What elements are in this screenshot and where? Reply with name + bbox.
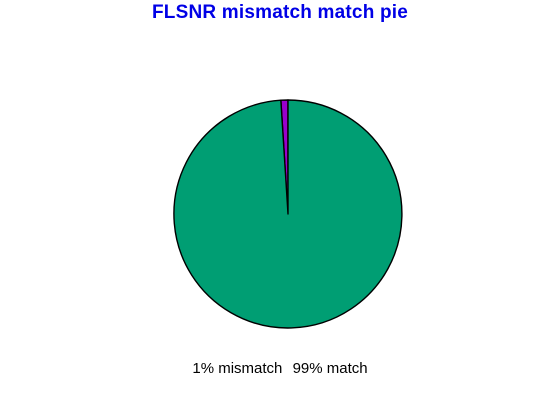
pie-slice-match xyxy=(173,99,403,329)
slice-label-mismatch: 1% mismatch xyxy=(192,360,283,377)
slice-label-match: 99% match xyxy=(292,360,368,377)
pie-slices xyxy=(173,99,403,329)
chart-title: FLSNR mismatch match pie xyxy=(151,2,409,23)
slice-labels: 1% mismatch 99% match xyxy=(0,360,560,377)
